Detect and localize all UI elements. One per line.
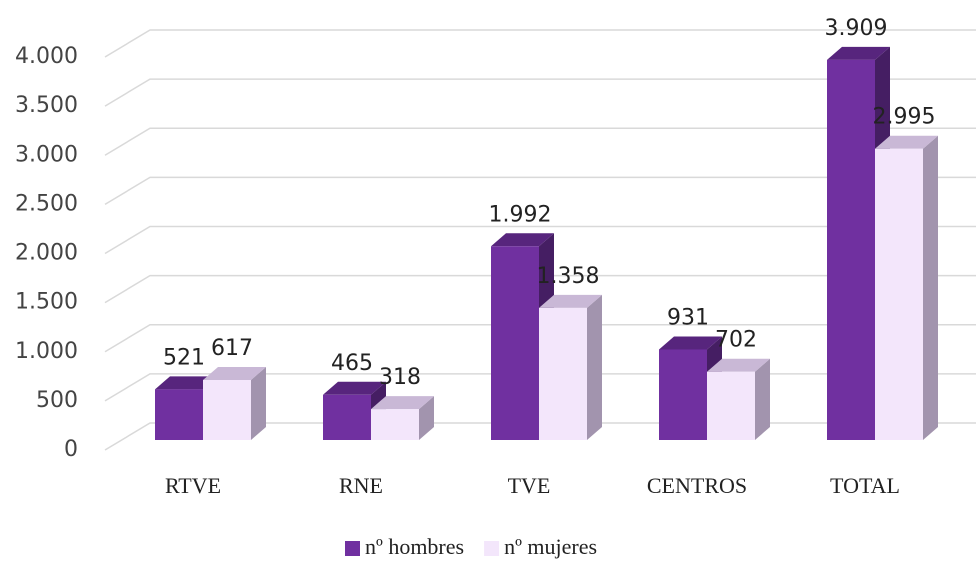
bar [539,307,587,440]
bar-side [755,358,770,440]
bar [875,148,923,440]
value-label: 1.358 [537,264,600,289]
bar-side [419,396,434,440]
x-tick-label: CENTROS [647,473,747,498]
bar-top [203,366,266,380]
bar [323,394,371,440]
bar [827,59,875,440]
legend-label: nº mujeres [504,534,597,559]
bar [659,349,707,440]
value-label: 465 [331,351,373,376]
value-label: 702 [715,328,757,353]
value-label: 318 [379,365,421,390]
bar-side [251,366,266,440]
bar-top [323,381,386,395]
bar-top [659,336,722,350]
legend-swatch [484,541,500,556]
grid-line [104,29,976,58]
grid-line [104,324,976,353]
bar [707,371,755,440]
y-tick-label: 2.000 [15,241,78,266]
x-tick-label: TOTAL [830,473,900,498]
grid-line [104,78,976,107]
y-tick-label: 500 [36,388,78,413]
x-tick-label: RNE [339,473,383,498]
bar-top [491,233,554,247]
bar [203,379,251,440]
bar-top [827,46,890,60]
bar-side [587,294,602,440]
legend-label: nº hombres [365,534,464,559]
y-tick-label: 1.000 [15,339,78,364]
legend-swatch [345,541,360,556]
y-tick-label: 2.500 [15,191,78,216]
grid-line [104,127,976,156]
bar [155,389,203,440]
bar-top [875,135,938,149]
value-label: 3.909 [825,16,888,41]
bar-top [539,294,602,308]
x-tick-label: TVE [508,473,551,498]
bar-top [155,376,218,390]
y-tick-label: 4.000 [15,44,78,69]
grid-line [104,176,976,206]
x-tick-label: RTVE [165,473,221,498]
grid-line [104,274,976,304]
value-label: 931 [667,305,709,330]
y-tick-label: 3.500 [15,93,78,118]
bar-top [707,358,770,372]
value-label: 2.995 [873,105,936,130]
value-label: 1.992 [489,202,552,227]
bar-side [923,135,938,440]
grid-line [104,225,976,255]
bar [491,246,539,440]
value-label: 521 [163,345,205,370]
y-tick-label: 3.000 [15,142,78,167]
y-tick-label: 1.500 [15,290,78,315]
bar-top [371,396,434,410]
value-label: 617 [211,336,253,361]
y-tick-label: 0 [64,437,78,462]
bar [371,409,419,440]
